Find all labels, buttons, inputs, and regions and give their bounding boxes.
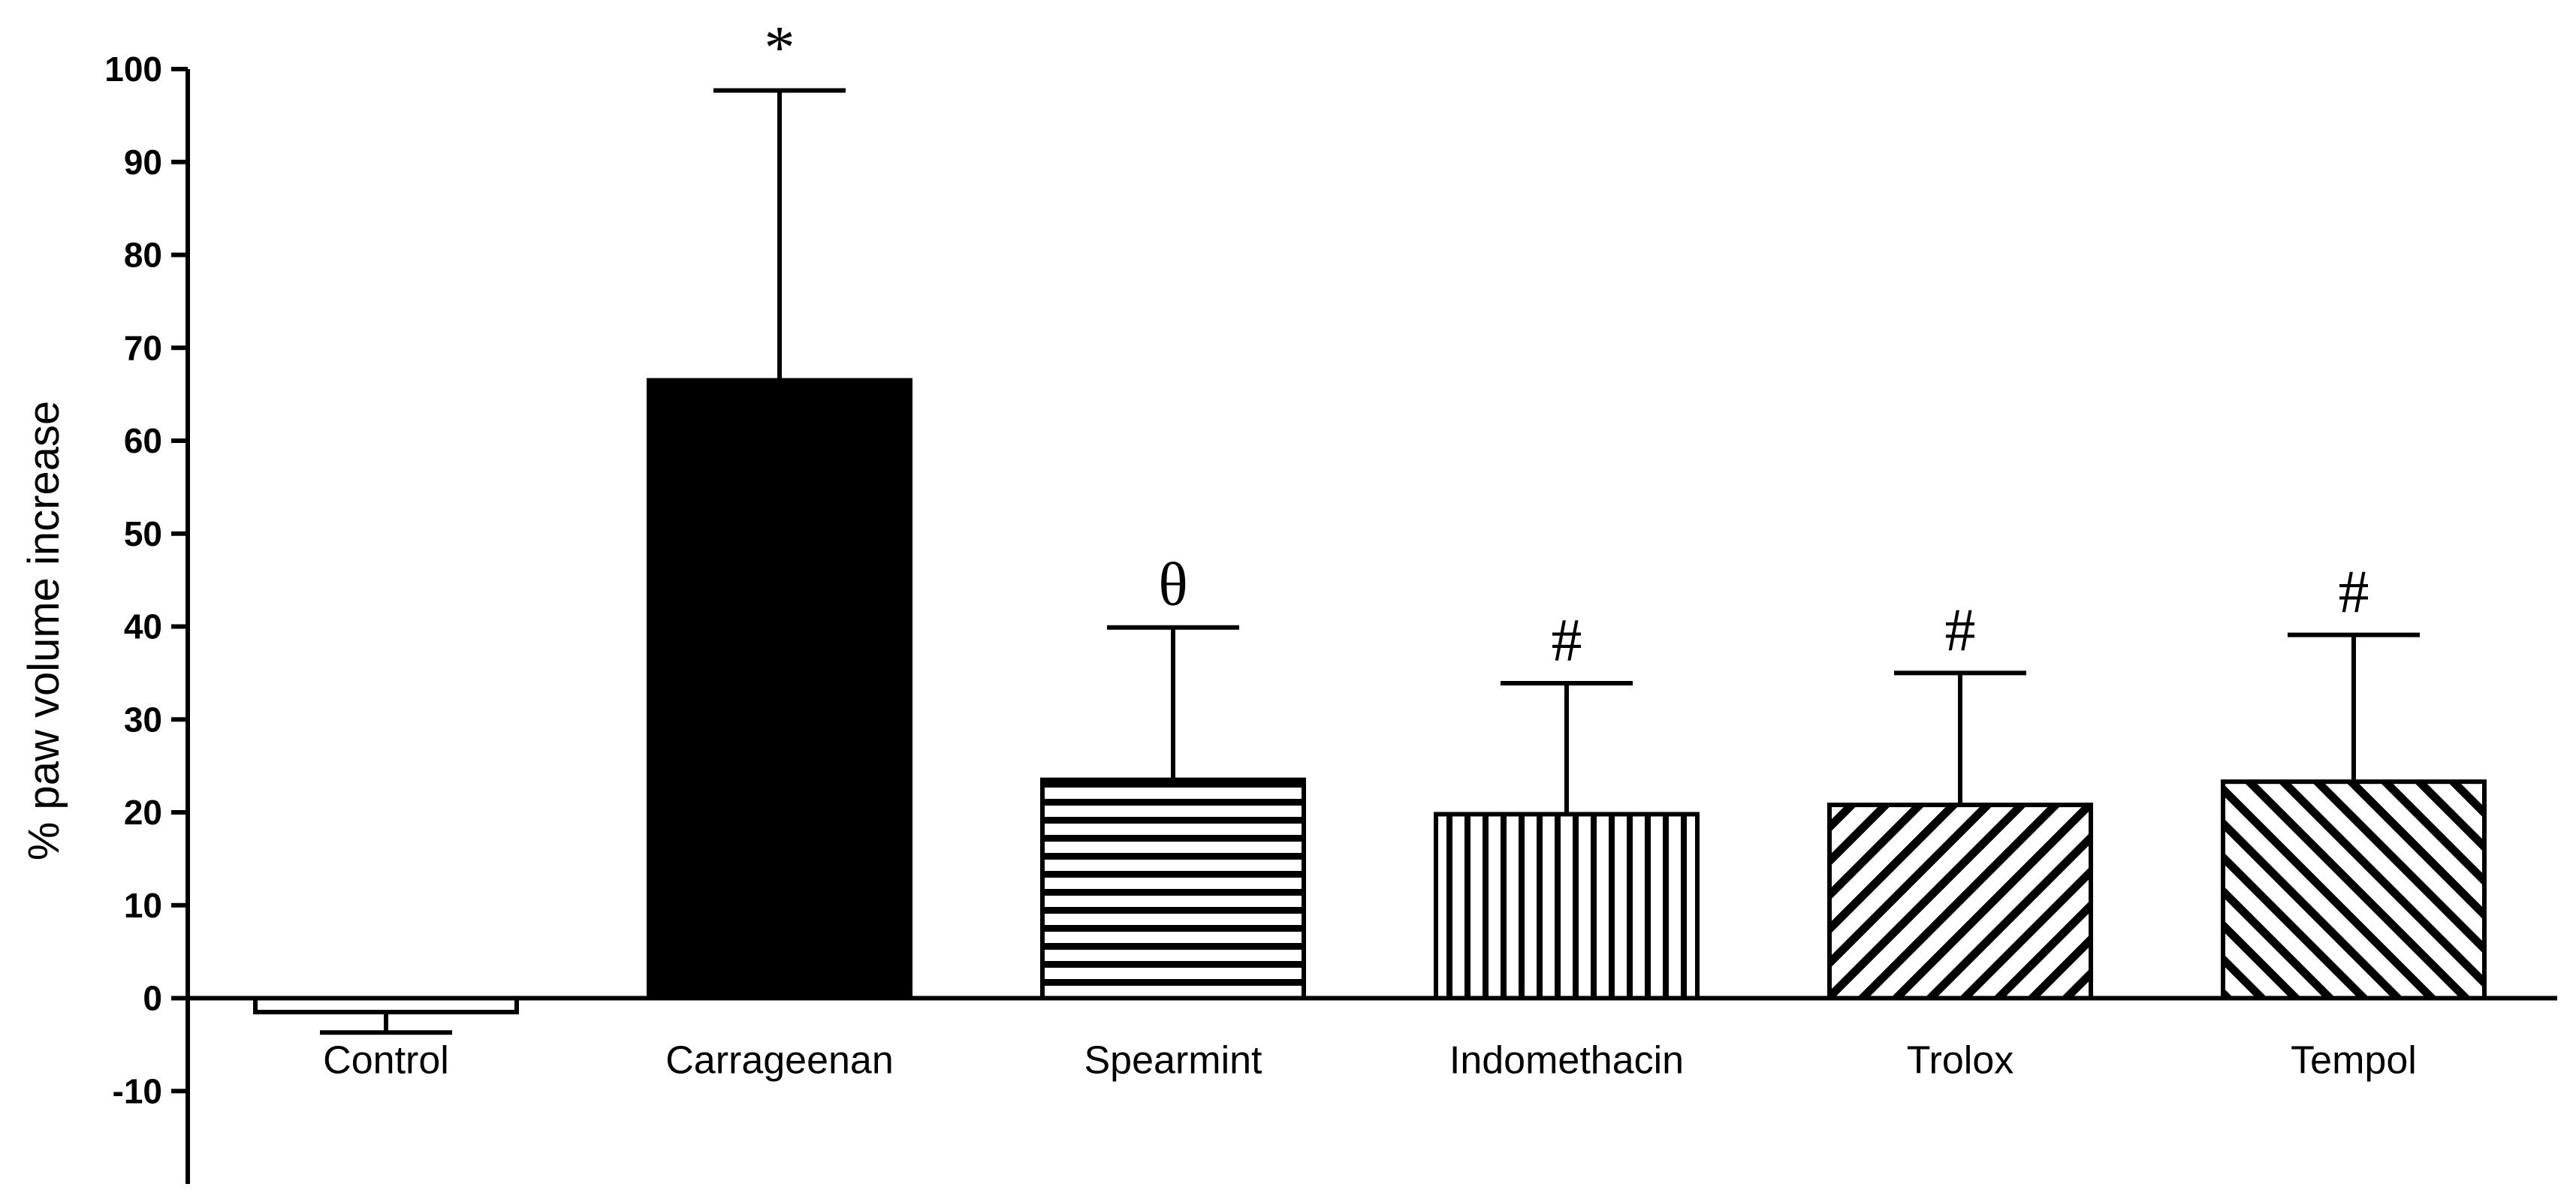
plot-area: % paw volume increase -10 0 10 20 30 40 50 60 70… — [20, 13, 2557, 1184]
y-tick-label: 20 — [124, 793, 162, 832]
significance-markers: * θ # # # — [765, 13, 2369, 674]
significance-marker: # — [1552, 606, 1582, 674]
category-label: Indomethacin — [1449, 1039, 1684, 1083]
bar-indomethacin — [1434, 812, 1700, 1001]
y-tick-label: 0 — [143, 979, 162, 1018]
significance-marker: # — [2339, 558, 2369, 626]
category-label: Control — [323, 1039, 449, 1083]
y-tick-label: 100 — [104, 50, 162, 89]
y-tick-label: 90 — [124, 143, 162, 182]
category-labels: Control Carrageenan Spearmint Indomethacin T… — [323, 1039, 2417, 1083]
error-bars — [320, 88, 2420, 1035]
bars — [253, 378, 2487, 1015]
y-tick-label: 10 — [124, 886, 162, 925]
bar-tempol — [2221, 779, 2487, 1001]
category-label: Trolox — [1907, 1039, 2014, 1083]
bar-spearmint — [1040, 777, 1306, 1001]
y-tick-label: 30 — [124, 700, 162, 739]
y-axis: -10 0 10 20 30 40 50 60 70 80 90 100 — [104, 50, 190, 1184]
significance-marker: * — [765, 13, 795, 81]
significance-marker: θ — [1158, 550, 1187, 619]
category-label: Tempol — [2291, 1039, 2417, 1083]
category-label: Spearmint — [1084, 1039, 1263, 1083]
y-tick-label: -10 — [113, 1071, 162, 1110]
category-label: Carrageenan — [665, 1039, 894, 1083]
significance-marker: # — [1945, 595, 1976, 664]
y-tick-label: 40 — [124, 607, 162, 646]
y-tick-label: 50 — [124, 514, 162, 553]
bar-carrageenan — [647, 378, 912, 1001]
y-tick-label: 60 — [124, 421, 162, 460]
y-tick-label: 70 — [124, 328, 162, 367]
bar-trolox — [1827, 803, 2093, 1001]
y-axis-title: % paw volume increase — [20, 401, 68, 861]
y-tick-label: 80 — [124, 236, 162, 275]
